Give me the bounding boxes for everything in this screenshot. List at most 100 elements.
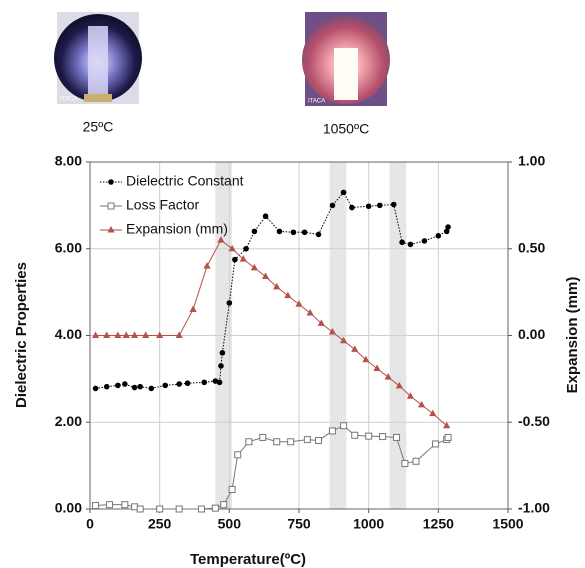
data-point [201,379,208,386]
data-point [232,256,238,263]
data-point [239,255,247,262]
data-point [395,381,403,389]
legend-label: Loss Factor [126,197,199,213]
data-point [197,505,205,513]
x-tick-label: 1000 [353,516,384,532]
data-point [429,409,437,417]
data-point [262,213,269,220]
data-point [156,505,164,513]
photo-cold: ITACA [54,12,142,104]
data-point [328,427,336,435]
data-point [328,328,337,335]
data-point [189,305,197,312]
y-tick-label: 8.00 [55,153,82,169]
data-point [317,319,325,326]
legend-marker [107,202,115,210]
data-point [259,433,267,441]
data-point [432,440,440,448]
data-point [122,331,130,338]
data-point [295,300,303,307]
data-point [137,383,143,390]
data-point [176,381,182,387]
data-point [273,282,281,290]
data-point [220,501,228,509]
data-point [362,355,370,363]
y2-tick-label: -0.50 [518,413,550,429]
data-point [273,438,281,446]
data-point [245,438,253,446]
data-point [365,203,372,210]
data-point [203,262,211,269]
legend-label: Dielectric Constant [126,173,244,189]
data-point [399,239,405,246]
y2-tick-label: -1.00 [518,500,550,516]
data-point [284,291,292,299]
data-point [136,505,144,513]
data-point [218,363,224,369]
x-tick-label: 1250 [423,516,454,532]
data-point [379,433,387,441]
data-point [287,438,295,446]
data-point [211,504,219,512]
y2-tick-label: 0.50 [518,239,545,255]
data-point [393,433,401,441]
data-point [351,345,359,352]
data-point [142,331,150,338]
data-point [106,501,114,509]
data-point [315,436,323,444]
data-point [445,224,451,230]
data-point [377,202,383,209]
data-point [384,373,392,380]
data-point [103,383,110,390]
legend-marker [107,226,115,233]
legend-label: Expansion (mm) [126,221,228,237]
data-point [315,231,322,238]
data-point [301,229,308,236]
data-point [92,502,100,510]
data-point [373,364,381,371]
data-point [339,336,348,344]
data-point [175,331,183,338]
x-tick-label: 500 [218,516,242,532]
data-point [421,238,428,244]
data-point [148,385,155,392]
data-point [156,331,164,338]
data-point [329,202,336,209]
data-point [217,236,225,243]
data-point [290,229,297,236]
data-point [234,451,242,459]
data-point [261,272,270,280]
data-point [175,505,183,513]
x-tick-label: 0 [86,516,94,532]
y-axis-title: Dielectric Properties [13,262,30,408]
y-tick-label: 6.00 [55,239,82,255]
data-point [412,457,420,465]
data-point [406,392,415,399]
photo-mark: ITACA [308,99,325,105]
data-point [407,241,414,248]
data-point [228,244,236,252]
plot-frame [89,161,509,510]
photo-label: 1050ºC [323,121,369,137]
data-point [390,201,397,208]
data-point [351,431,359,439]
y2-tick-label: 0.00 [518,326,545,342]
data-point [103,331,111,338]
data-point [365,432,373,440]
data-point [306,308,314,316]
data-point [184,380,191,387]
photo-mark: ITACA [60,97,77,103]
data-point [92,385,99,392]
photo-hot: ITACA [302,12,390,106]
x-tick-label: 750 [287,516,311,532]
data-point [91,331,100,338]
data-point [243,245,249,252]
photo-label: 25ºC [83,119,114,135]
data-point [121,501,129,509]
data-point [219,350,226,356]
data-point [303,436,311,444]
data-point [122,381,128,387]
data-point [162,382,169,389]
data-point [444,433,452,441]
